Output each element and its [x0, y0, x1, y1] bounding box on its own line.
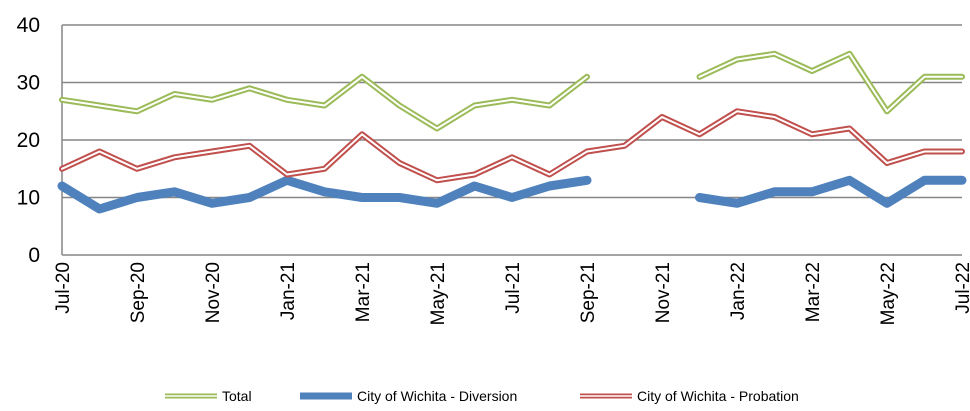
x-tick-group: May-21: [428, 262, 449, 325]
x-tick-label: Nov-21: [653, 262, 674, 323]
legend-item: Total: [165, 388, 252, 404]
y-tick-label: 30: [17, 72, 40, 95]
x-tick-group: Jan-22: [728, 262, 749, 320]
legend-label: City of Wichita - Diversion: [357, 388, 517, 404]
series-line-inner: [61, 52, 963, 130]
x-tick-label: Jan-22: [728, 262, 749, 320]
x-tick-label: Jul-22: [953, 262, 970, 314]
x-tick-group: Mar-21: [353, 262, 374, 322]
x-tick-label: Jul-20: [53, 262, 74, 314]
y-tick-label: 10: [17, 187, 40, 210]
x-tick-group: Jul-22: [953, 262, 970, 314]
legend-label: City of Wichita - Probation: [637, 388, 799, 404]
x-tick-group: Nov-20: [203, 262, 224, 323]
x-tick-group: Sep-21: [578, 262, 599, 323]
legend-label: Total: [222, 388, 252, 404]
x-tick-group: Jul-21: [503, 262, 524, 314]
y-tick-label: 0: [28, 244, 40, 267]
series-line: [57, 175, 967, 214]
x-tick-group: Jul-20: [53, 262, 74, 314]
y-tick-label: 40: [17, 14, 40, 37]
x-tick-label: May-21: [428, 262, 449, 325]
series-line: [59, 108, 965, 184]
x-tick-label: Sep-21: [578, 262, 599, 323]
legend-item: City of Wichita - Probation: [580, 388, 799, 404]
x-tick-label: Jan-21: [278, 262, 299, 320]
x-tick-group: May-22: [878, 262, 899, 325]
y-tick-label: 20: [17, 129, 40, 152]
series-line-inner: [61, 110, 963, 182]
x-tick-label: Mar-21: [353, 262, 374, 322]
x-tick-label: Mar-22: [803, 262, 824, 322]
x-tick-label: Sep-20: [128, 262, 149, 323]
x-tick-group: Nov-21: [653, 262, 674, 323]
x-tick-group: Mar-22: [803, 262, 824, 322]
legend-item: City of Wichita - Diversion: [300, 388, 517, 404]
x-tick-label: May-22: [878, 262, 899, 325]
x-tick-group: Sep-20: [128, 262, 149, 323]
x-tick-label: Jul-21: [503, 262, 524, 314]
x-tick-label: Nov-20: [203, 262, 224, 323]
x-tick-group: Jan-21: [278, 262, 299, 320]
